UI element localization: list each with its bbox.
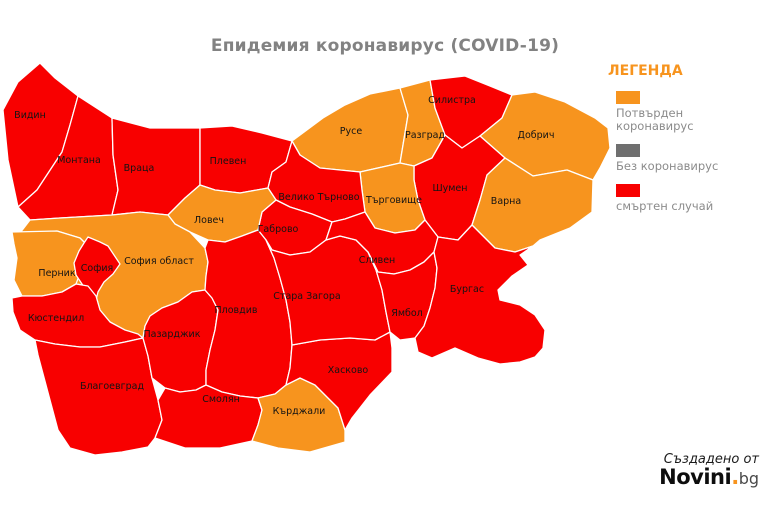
page-title: Епидемия коронавирус (COVID-19) xyxy=(210,36,560,56)
novini-logo: Novini.bg xyxy=(659,467,759,489)
map-region-16[interactable] xyxy=(73,236,121,301)
legend-swatch-none-icon xyxy=(616,144,640,157)
legend-item-none: Без коронавирус xyxy=(616,144,766,173)
novini-suffix: bg xyxy=(738,469,759,488)
legend-item-death: смъртен случай xyxy=(616,184,766,213)
legend-label-confirmed: Потвърден коронавирус xyxy=(616,106,694,133)
map-region-9[interactable] xyxy=(471,157,594,253)
legend-item-confirmed: Потвърден коронавирус xyxy=(616,91,766,133)
legend-label-none: Без коронавирус xyxy=(616,159,719,173)
map-region-4[interactable] xyxy=(291,87,409,173)
credit: Създадено от Novini.bg xyxy=(659,452,759,489)
map-region-27[interactable] xyxy=(414,224,546,365)
map-region-18[interactable] xyxy=(34,337,163,456)
legend-swatch-death-icon xyxy=(616,184,640,197)
legend: ЛЕГЕНДА Потвърден коронавирус Без корона… xyxy=(608,63,778,213)
novini-dot: . xyxy=(731,465,739,489)
credit-prefix: Създадено от xyxy=(663,452,759,467)
legend-swatch-confirmed-icon xyxy=(616,91,640,104)
novini-brand: Novini xyxy=(659,465,732,489)
legend-label-death: смъртен случай xyxy=(616,199,714,213)
legend-title: ЛЕГЕНДА xyxy=(608,63,683,79)
